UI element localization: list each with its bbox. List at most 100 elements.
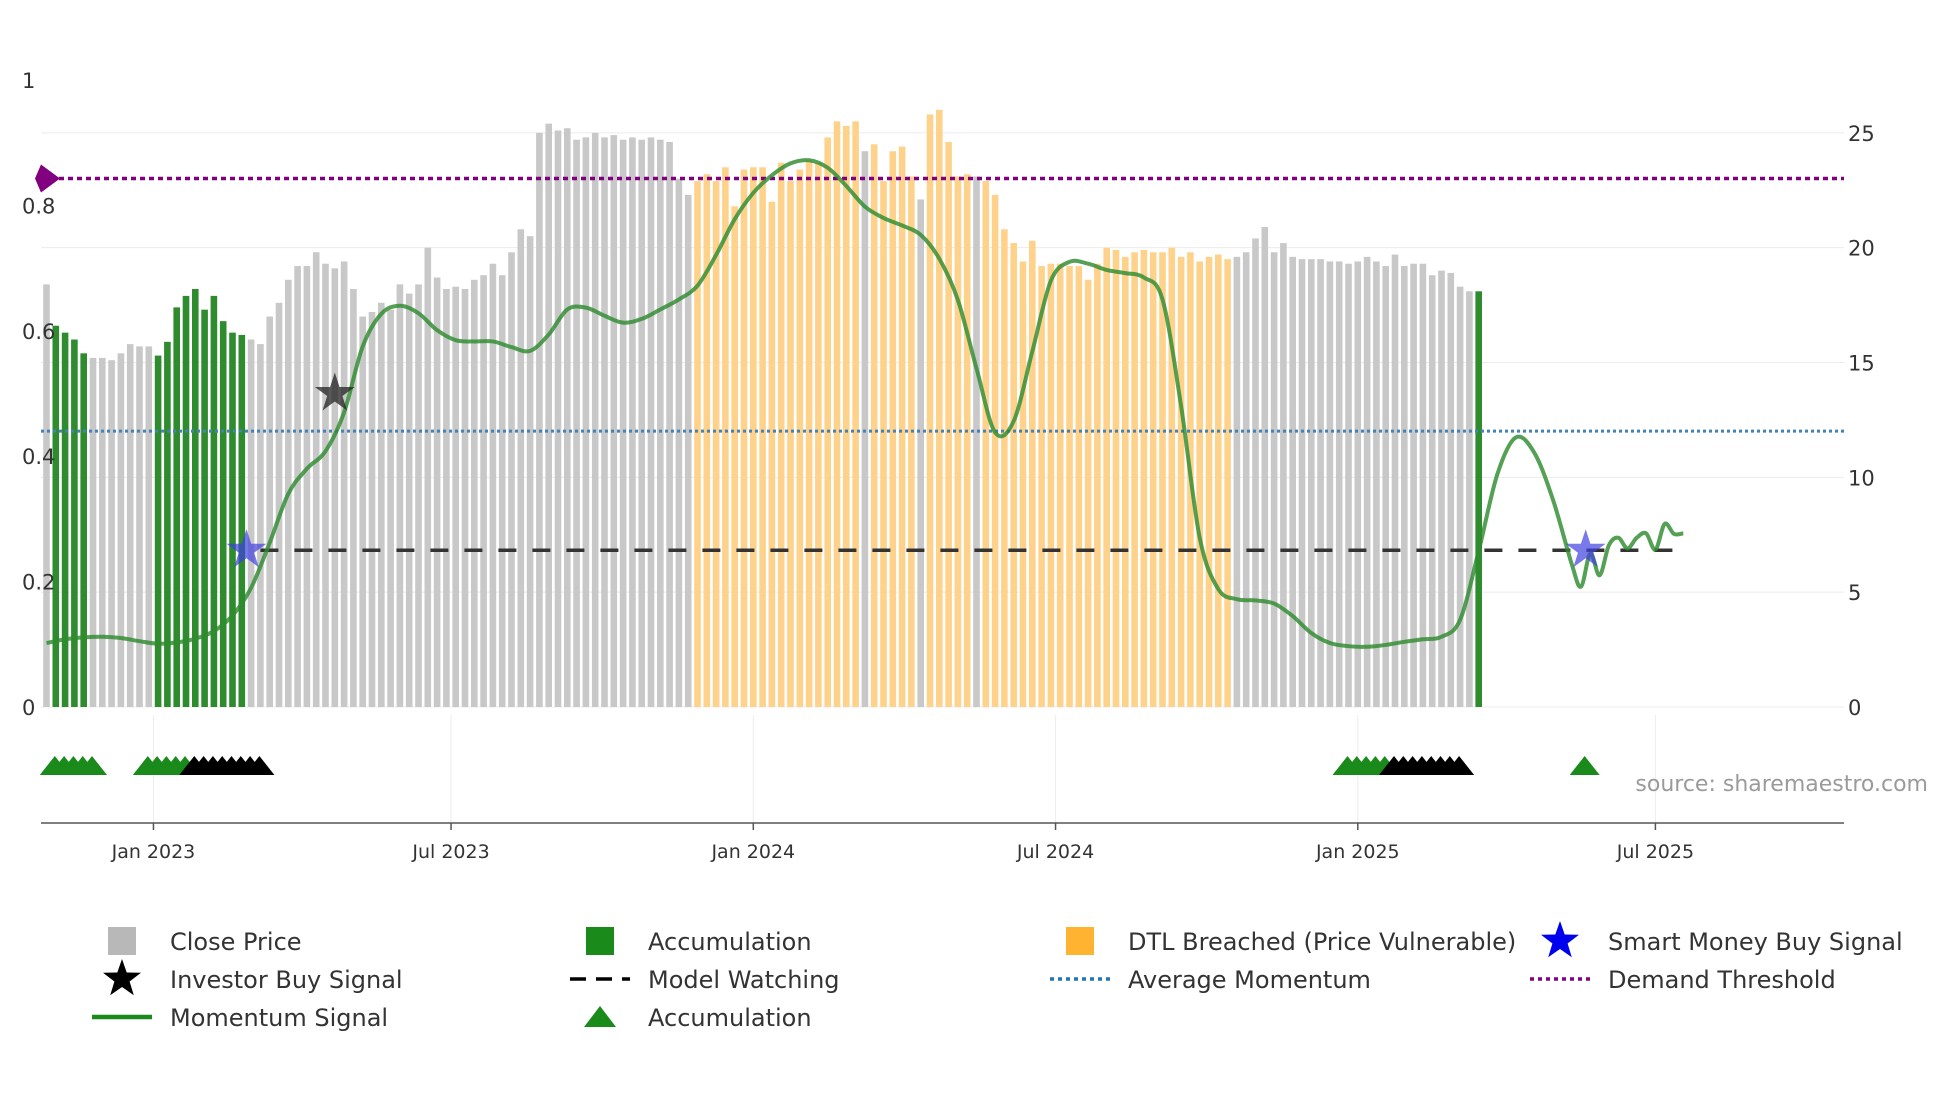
dtl-breached-bar xyxy=(1215,254,1222,708)
close-price-bar xyxy=(973,176,980,707)
left-axis-tick-label: 0.4 xyxy=(22,445,55,469)
close-price-bar xyxy=(136,346,143,707)
close-price-bar xyxy=(405,293,413,707)
dtl-breached-bar xyxy=(852,121,859,708)
close-price-bar xyxy=(498,275,506,707)
close-price-bar xyxy=(861,151,869,707)
legend-label: Accumulation xyxy=(648,1004,812,1032)
dtl-breached-bar xyxy=(982,181,990,708)
accumulation-bar xyxy=(238,334,246,707)
x-axis-tick-label: Jul 2023 xyxy=(411,841,489,863)
right-axis-tick-label: 10 xyxy=(1848,466,1875,490)
dtl-breached-bar xyxy=(1075,266,1083,707)
accumulation-bar xyxy=(1475,291,1482,707)
legend: Close Price Accumulation DTL Breached (Pri… xyxy=(92,921,1903,1032)
accumulation-triangle-marker xyxy=(77,756,107,775)
close-price-bar xyxy=(564,128,571,707)
right-axis-tick-label: 25 xyxy=(1848,122,1875,146)
legend-label: Accumulation xyxy=(648,928,812,956)
close-price-bar xyxy=(443,289,450,707)
close-price-bar xyxy=(247,339,255,707)
close-price-bar xyxy=(1298,259,1306,707)
watch-triangle-marker xyxy=(1444,756,1475,775)
dtl-breached-bar xyxy=(768,201,776,707)
accumulation-bar xyxy=(154,355,162,707)
left-axis-tick-label: 0 xyxy=(22,696,35,720)
close-price-bar xyxy=(591,132,599,708)
close-price-bar xyxy=(1252,238,1259,707)
investor-buy-star xyxy=(314,372,355,411)
left-axis-tick-label: 0.2 xyxy=(22,571,55,595)
x-axis-tick-label: Jan 2024 xyxy=(710,841,795,863)
close-price-bar xyxy=(1373,261,1380,707)
close-price-bar xyxy=(424,247,432,707)
right-axis-tick-label: 0 xyxy=(1848,696,1861,720)
close-price-bar xyxy=(461,289,469,707)
close-price-bar xyxy=(619,139,627,707)
close-price-bar xyxy=(1270,252,1278,707)
close-price-bar xyxy=(480,275,487,707)
close-price-bar xyxy=(266,316,273,707)
accumulation-bar xyxy=(71,339,78,707)
legend-swatch-accumulation xyxy=(586,927,614,955)
dtl-breached-bar xyxy=(954,176,962,707)
dtl-breached-bar xyxy=(759,167,766,707)
x-axis-tick-label: Jan 2025 xyxy=(1315,841,1400,863)
close-price-bar xyxy=(1354,261,1362,707)
dtl-breached-bar xyxy=(908,176,915,707)
close-price-bar xyxy=(1261,226,1269,707)
close-price-bar xyxy=(1335,261,1343,707)
legend-label: DTL Breached (Price Vulnerable) xyxy=(1128,928,1516,956)
legend-label: Close Price xyxy=(170,928,302,956)
x-axis-tick-label: Jul 2025 xyxy=(1616,841,1694,863)
close-price-bar xyxy=(43,284,50,707)
dtl-breached-bar xyxy=(991,194,999,708)
close-price-bar xyxy=(610,135,618,708)
left-axis-ticks: 0 0.2 0.4 0.6 0.8 1 xyxy=(22,69,55,720)
accumulation-bar xyxy=(182,295,190,707)
x-axis-tick-label: Jul 2024 xyxy=(1016,841,1094,863)
close-price-bar xyxy=(368,311,376,707)
close-price-bar xyxy=(303,266,311,707)
close-price-bar xyxy=(657,139,664,707)
dtl-breached-bar xyxy=(1140,249,1148,707)
accumulation-bar xyxy=(192,289,199,707)
dtl-breached-bar xyxy=(1084,279,1092,707)
close-price-bar xyxy=(294,266,301,707)
watch-triangle-marker xyxy=(244,756,275,775)
dtl-breached-bar xyxy=(1122,256,1129,707)
close-price-bar xyxy=(1308,259,1315,707)
accumulation-triangle-marker xyxy=(1569,756,1600,775)
momentum-signal-line xyxy=(46,158,1684,649)
close-price-bar xyxy=(1242,252,1250,707)
legend-label: Momentum Signal xyxy=(170,1004,388,1032)
dtl-breached-bar xyxy=(843,125,850,707)
close-price-bar xyxy=(1289,256,1296,707)
dtl-breached-bar xyxy=(963,174,971,707)
price-bars xyxy=(43,109,1482,708)
close-price-bar xyxy=(1345,263,1352,707)
dtl-breached-bar xyxy=(1066,266,1073,707)
dtl-breached-bar xyxy=(1149,252,1157,707)
dtl-breached-bar xyxy=(777,162,785,707)
close-price-bar xyxy=(1401,266,1408,707)
close-price-bar xyxy=(1410,263,1417,707)
close-price-bar xyxy=(433,277,441,707)
close-price-bar xyxy=(108,360,115,707)
close-price-bar xyxy=(573,139,580,707)
dtl-breached-bar xyxy=(787,181,794,708)
dtl-breached-bar xyxy=(1001,229,1008,708)
close-price-bar xyxy=(452,286,459,707)
dtl-breached-bar xyxy=(926,114,934,707)
close-price-bar xyxy=(99,357,106,707)
dtl-breached-bar xyxy=(889,151,897,707)
left-axis-tick-label: 0.6 xyxy=(22,320,55,344)
dtl-breached-bar xyxy=(1010,243,1017,708)
x-axis-tick-label: Jan 2023 xyxy=(111,841,196,863)
close-price-bar xyxy=(684,194,692,708)
close-price-bar xyxy=(1233,256,1241,707)
close-price-bar xyxy=(554,130,562,707)
close-price-bar xyxy=(1326,261,1334,707)
smart-money-buy-star xyxy=(226,529,267,568)
close-price-bar xyxy=(1447,272,1455,707)
